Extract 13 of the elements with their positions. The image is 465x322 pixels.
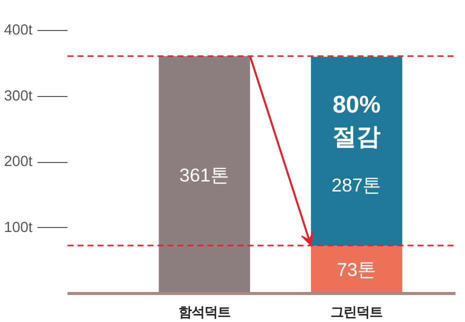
data-label: 287톤 — [332, 174, 382, 196]
bar — [310, 56, 402, 246]
data-label: 73톤 — [336, 259, 376, 280]
x-tick-label: 그린덕트 — [330, 304, 383, 320]
y-tick-label: 200t — [4, 154, 33, 170]
y-tick-label: 400t — [4, 22, 33, 38]
y-tick-label: 100t — [4, 220, 33, 236]
bar — [158, 56, 250, 294]
bar — [310, 246, 402, 294]
data-label: 361톤 — [179, 164, 230, 186]
x-tick-label: 함석덕트 — [178, 304, 230, 320]
annotation: 80% 절감 — [332, 91, 381, 151]
y-tick-label: 300t — [4, 88, 33, 104]
